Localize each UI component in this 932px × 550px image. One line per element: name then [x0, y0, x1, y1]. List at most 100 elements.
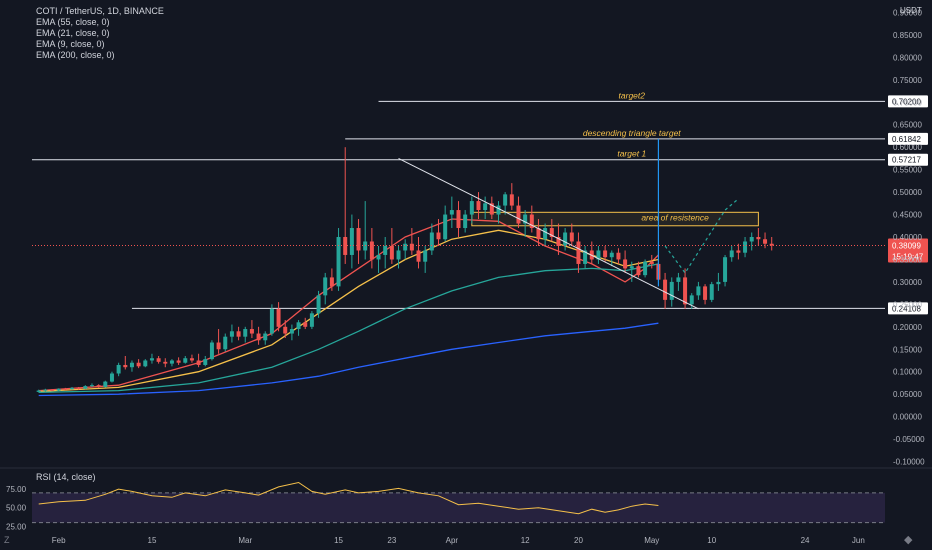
- candle-body: [489, 203, 494, 215]
- candle-body: [123, 364, 128, 368]
- candle-body: [276, 308, 281, 327]
- time-tick-label: 24: [801, 536, 810, 545]
- candle-body: [543, 228, 548, 240]
- candle-body: [429, 232, 434, 251]
- candle-body: [96, 385, 101, 387]
- ema-21-label[interactable]: EMA (21, close, 0): [36, 28, 110, 38]
- candle-body: [376, 254, 381, 260]
- candle-body: [356, 228, 361, 251]
- candle-body: [83, 386, 88, 389]
- time-tick-label: May: [644, 536, 659, 545]
- candle-body: [509, 194, 514, 206]
- time-tick-label: Mar: [238, 536, 252, 545]
- candle-body: [136, 362, 141, 367]
- candle-body: [569, 232, 574, 242]
- candle-body: [749, 237, 754, 242]
- candle-body: [443, 214, 448, 240]
- candle-body: [403, 243, 408, 251]
- level-annotation: target2: [619, 90, 646, 100]
- candle-body: [709, 284, 714, 300]
- candle-body: [516, 205, 521, 224]
- resistance-zone: area of resistence: [471, 211, 759, 227]
- candle-body: [216, 342, 221, 350]
- price-tick-label: 0.35000: [893, 255, 922, 264]
- level-price-tag: [888, 153, 928, 166]
- symbol-title: COTI / TetherUS, 1D, BINANCE: [36, 6, 164, 16]
- candle-body: [609, 252, 614, 258]
- candle-body: [463, 214, 468, 229]
- candle-body: [456, 210, 461, 229]
- time-tick-label: 15: [334, 536, 343, 545]
- time-tick-label: 20: [574, 536, 583, 545]
- candle-body: [529, 214, 534, 229]
- candle-body: [729, 250, 734, 258]
- descending-trendline: [398, 157, 699, 310]
- candle-body: [476, 201, 481, 211]
- time-axis: Feb 15 Mar 15 23 Apr 12 20 May 10 24 Jun: [52, 536, 865, 545]
- candle-body: [723, 257, 728, 282]
- time-tick-label: Feb: [52, 536, 66, 545]
- level-annotation: descending triangle target: [583, 128, 681, 138]
- candle-body: [616, 252, 621, 260]
- candle-body: [576, 241, 581, 264]
- timezone-icon[interactable]: Z: [4, 535, 10, 545]
- candle-body: [483, 203, 488, 211]
- price-tick-label: 0.20000: [893, 323, 922, 332]
- candle-body: [256, 333, 261, 341]
- candles: [36, 147, 774, 393]
- ema-55-label[interactable]: EMA (55, close, 0): [36, 17, 110, 27]
- candle-body: [329, 277, 334, 287]
- price-tick-label: 0.30000: [893, 278, 922, 287]
- candle-body: [116, 364, 121, 374]
- candle-body: [43, 389, 48, 391]
- candle-body: [176, 360, 181, 363]
- price-tick-label: 0.05000: [893, 390, 922, 399]
- projected-path: [664, 198, 739, 274]
- time-tick-label: Jun: [852, 536, 865, 545]
- candle-body: [129, 362, 134, 368]
- rsi-tick-label: 50.00: [6, 504, 27, 513]
- candle-body: [423, 250, 428, 262]
- candle-body: [369, 241, 374, 260]
- price-axis: 0.90000 0.85000 0.80000 0.75000 0.70000 0.650…: [893, 8, 925, 466]
- candle-body: [336, 237, 341, 287]
- level-price-label: 0.70200: [892, 97, 921, 106]
- candle-body: [629, 266, 634, 269]
- price-tick-label: 0.65000: [893, 121, 922, 130]
- price-tick-label: 0.75000: [893, 76, 922, 85]
- nav-arrows-icon[interactable]: ◆: [904, 534, 913, 546]
- rsi-label[interactable]: RSI (14, close): [36, 472, 96, 482]
- candle-body: [503, 194, 508, 206]
- candle-body: [663, 279, 668, 300]
- candle-body: [703, 286, 708, 300]
- time-tick-label: 10: [707, 536, 716, 545]
- ema-200-label[interactable]: EMA (200, close, 0): [36, 50, 115, 60]
- candle-body: [103, 381, 108, 387]
- candle-body: [269, 308, 274, 334]
- resistance-zone-label: area of resistence: [641, 212, 709, 222]
- level-price-label: 0.24108: [892, 304, 921, 313]
- price-tick-label: 0.10000: [893, 368, 922, 377]
- candle-body: [669, 281, 674, 300]
- candle-body: [36, 390, 41, 392]
- candle-body: [523, 214, 528, 224]
- price-tick-label: 0.70000: [893, 98, 922, 107]
- ema-9-label[interactable]: EMA (9, close, 0): [36, 39, 105, 49]
- price-tick-label: 0.90000: [893, 8, 922, 17]
- candle-body: [596, 250, 601, 260]
- price-tick-label: 0.80000: [893, 53, 922, 62]
- candle-body: [743, 241, 748, 253]
- price-tick-label: 0.45000: [893, 211, 922, 220]
- resistance-zone-box: [471, 211, 759, 227]
- rsi-pane: 75.00 50.00 25.00: [6, 481, 885, 531]
- horizontal-levels: 0.70200 target2 0.61842 descending triangle…: [32, 90, 928, 315]
- candle-body: [303, 322, 308, 327]
- price-tick-label: -0.10000: [893, 458, 925, 467]
- price-tick-label: 0.55000: [893, 166, 922, 175]
- candle-body: [69, 387, 74, 390]
- candle-body: [736, 250, 741, 253]
- last-price-tag: [888, 238, 928, 263]
- candle-body: [689, 295, 694, 305]
- candle-body: [763, 239, 768, 244]
